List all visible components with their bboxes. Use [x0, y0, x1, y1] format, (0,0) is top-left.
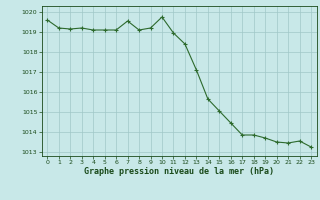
- X-axis label: Graphe pression niveau de la mer (hPa): Graphe pression niveau de la mer (hPa): [84, 167, 274, 176]
